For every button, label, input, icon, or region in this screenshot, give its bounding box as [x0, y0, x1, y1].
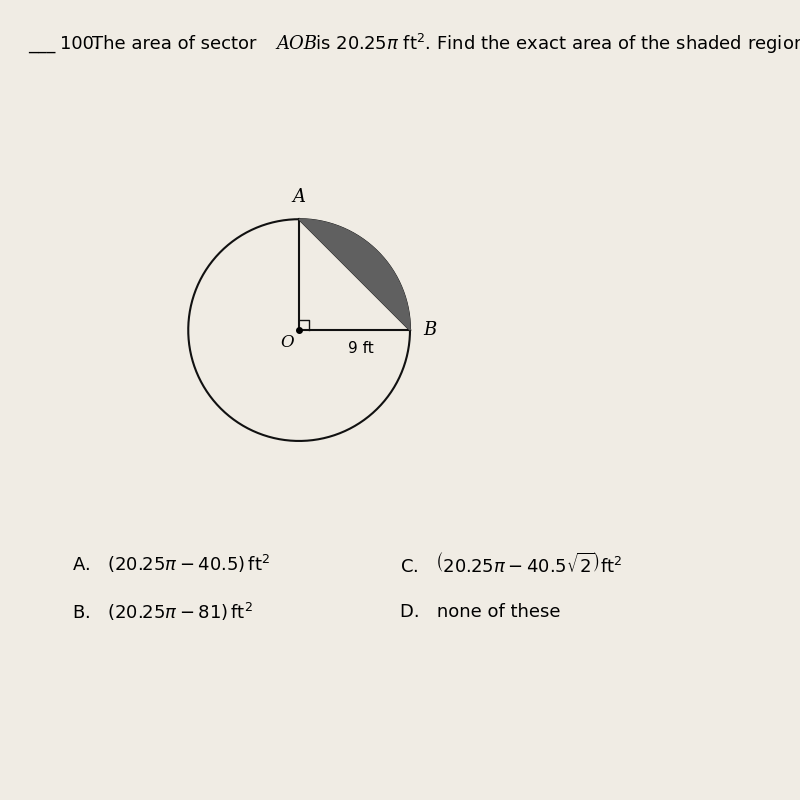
- Text: C.   $\left(20.25\pi - 40.5\sqrt{2}\right)\mathrm{ft}^2$: C. $\left(20.25\pi - 40.5\sqrt{2}\right)…: [400, 551, 622, 577]
- Polygon shape: [299, 219, 410, 330]
- Text: The area of sector: The area of sector: [92, 35, 262, 53]
- Text: A.   $(20.25\pi - 40.5)\,\mathrm{ft}^2$: A. $(20.25\pi - 40.5)\,\mathrm{ft}^2$: [72, 553, 270, 575]
- Text: ___: ___: [28, 35, 55, 53]
- Text: B.   $(20.25\pi - 81)\,\mathrm{ft}^2$: B. $(20.25\pi - 81)\,\mathrm{ft}^2$: [72, 601, 253, 623]
- Text: A: A: [293, 188, 306, 206]
- Text: 9 ft: 9 ft: [348, 341, 374, 356]
- Text: D.   none of these: D. none of these: [400, 603, 561, 621]
- Text: 100.: 100.: [60, 35, 100, 53]
- Text: O: O: [280, 334, 294, 350]
- Text: is 20.25$\pi$ ft$^2$. Find the exact area of the shaded region.: is 20.25$\pi$ ft$^2$. Find the exact are…: [310, 32, 800, 56]
- Text: B: B: [423, 321, 437, 339]
- Text: AOB: AOB: [276, 35, 317, 53]
